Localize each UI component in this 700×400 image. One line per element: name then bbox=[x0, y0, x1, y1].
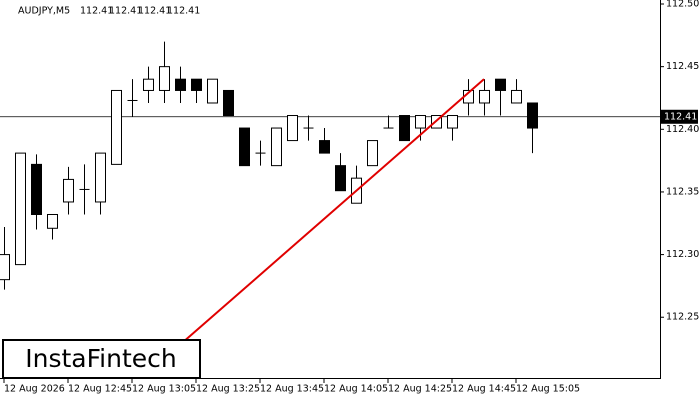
header-value: 112.41 bbox=[109, 6, 142, 17]
x-tick-label: 12 Aug 14:05 bbox=[324, 384, 388, 395]
header-value: 112.41 bbox=[138, 6, 171, 17]
x-tick-label: 12 Aug 12:45 bbox=[68, 384, 132, 395]
candle-body bbox=[191, 78, 202, 91]
x-tick-label: 12 Aug 2026 bbox=[4, 384, 65, 395]
header-value: 112.41 bbox=[80, 6, 113, 17]
x-tick-label: 12 Aug 14:45 bbox=[452, 384, 516, 395]
candle-body bbox=[175, 78, 186, 91]
x-tick-label: 12 Aug 13:25 bbox=[196, 384, 260, 395]
candle-body bbox=[495, 78, 506, 91]
candle-body bbox=[415, 115, 426, 129]
candle-body bbox=[143, 78, 154, 91]
candle-body bbox=[15, 152, 26, 266]
x-tick-label: 12 Aug 13:05 bbox=[132, 384, 196, 395]
candle-body bbox=[111, 89, 122, 165]
candle-body bbox=[95, 152, 106, 203]
current-price-box bbox=[661, 109, 698, 124]
candle-body bbox=[287, 115, 298, 142]
x-tick-label: 12 Aug 13:45 bbox=[260, 384, 324, 395]
candle-body bbox=[0, 254, 10, 281]
candle-body bbox=[63, 178, 74, 203]
candle-body bbox=[335, 165, 346, 192]
candle-body bbox=[447, 115, 458, 129]
y-tick-label: 112.45 bbox=[666, 61, 699, 72]
logo-text: InstaFintech bbox=[25, 344, 177, 373]
logo-box bbox=[2, 339, 201, 379]
x-tick-label: 12 Aug 15:05 bbox=[516, 384, 580, 395]
candle-body bbox=[47, 213, 58, 229]
y-tick-label: 112.50 bbox=[666, 0, 699, 10]
candle-body bbox=[271, 127, 282, 167]
header-value: 112.41 bbox=[167, 6, 200, 17]
y-tick-label: 112.40 bbox=[666, 124, 699, 135]
y-tick-label: 112.25 bbox=[666, 312, 699, 323]
x-tick-label: 12 Aug 14:25 bbox=[388, 384, 452, 395]
candle-body bbox=[159, 66, 170, 91]
candle-body bbox=[527, 102, 538, 129]
candle-body bbox=[479, 89, 490, 104]
candle-body bbox=[223, 89, 234, 117]
candle-body bbox=[319, 140, 330, 154]
candle-body bbox=[239, 127, 250, 167]
y-tick-label: 112.35 bbox=[666, 186, 699, 197]
symbol: AUDJPY,M5 bbox=[18, 6, 70, 17]
candle-body bbox=[399, 115, 410, 142]
candle-body bbox=[511, 89, 522, 104]
candle-body bbox=[367, 140, 378, 167]
y-tick-label: 112.30 bbox=[666, 249, 699, 260]
current-price-label: 112.41 bbox=[664, 111, 697, 122]
candle-body bbox=[31, 163, 42, 215]
candle-body bbox=[207, 78, 218, 104]
trend-line bbox=[179, 78, 485, 346]
logo: InstaFintech bbox=[2, 339, 201, 379]
